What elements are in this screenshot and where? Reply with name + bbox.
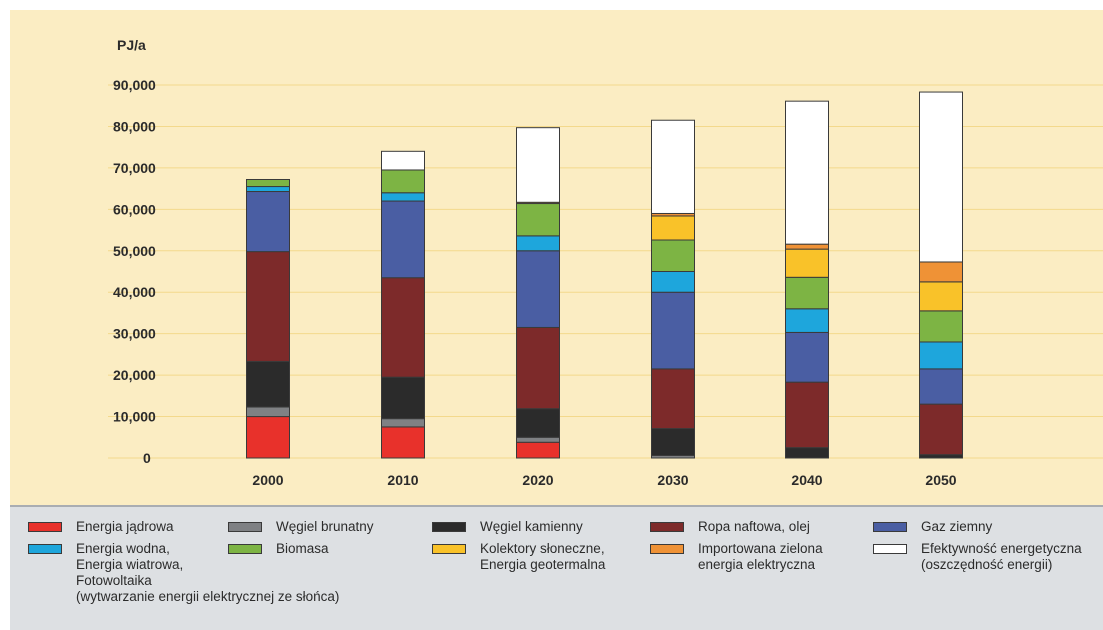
bar-segment [919, 261, 963, 283]
bar-segment [381, 200, 425, 279]
bar-segment [516, 326, 560, 410]
legend-label: Gaz ziemny [921, 519, 993, 534]
x-tick-label: 2010 [387, 472, 418, 488]
legend-swatch [432, 544, 466, 554]
bar-segment [381, 192, 425, 202]
bar-segment [651, 428, 695, 457]
legend-item: Energia wodna, Energia wiatrowa, Fotowol… [28, 541, 339, 605]
legend-label: Biomasa [276, 541, 329, 556]
bar-segment [919, 341, 963, 370]
bar-segment [785, 243, 829, 250]
legend-item: Biomasa [228, 541, 329, 557]
bar-segment [246, 191, 290, 253]
bar-segment [785, 276, 829, 310]
bar-segment [516, 408, 560, 438]
legend-swatch [650, 544, 684, 554]
bar-segment [785, 447, 829, 459]
bar-segment [919, 281, 963, 312]
legend-item: Energia jądrowa [28, 519, 174, 535]
bar-segment [919, 310, 963, 343]
bar-segment [516, 203, 560, 237]
legend-swatch [873, 522, 907, 532]
legend: Energia jądrowa Węgiel brunatny Węgiel kam… [10, 505, 1103, 630]
legend-label: Węgiel brunatny [276, 519, 374, 534]
legend-swatch [28, 544, 62, 554]
x-tick-label: 2030 [657, 472, 688, 488]
legend-swatch [432, 522, 466, 532]
bar-segment [246, 406, 290, 418]
legend-item: Ropa naftowa, olej [650, 519, 810, 535]
bar-segment [381, 376, 425, 420]
legend-swatch [28, 522, 62, 532]
y-axis-unit-label: PJ/a [117, 37, 146, 53]
chart-area: PJ/a 90,000 80,000 70,000 60,000 50,000 40,000… [10, 10, 1103, 505]
bar-segment [651, 368, 695, 430]
bar-segment [785, 248, 829, 278]
y-tick-label: 50,000 [113, 243, 156, 259]
bar-segment [246, 416, 290, 459]
bar-segment [785, 381, 829, 449]
bar-segment [651, 291, 695, 370]
bar-segment [381, 150, 425, 171]
bar-segment [516, 127, 560, 203]
bar-segment [651, 119, 695, 214]
bar-segment [516, 235, 560, 252]
bar-segment [516, 436, 560, 443]
y-tick-label: 40,000 [113, 284, 156, 300]
legend-label: Kolektory słoneczne, Energia geotermalna [480, 541, 606, 572]
bar-segment [516, 441, 560, 459]
bar-segment [246, 251, 290, 362]
legend-label: Energia jądrowa [76, 519, 174, 534]
legend-item: Kolektory słoneczne, Energia geotermalna [432, 541, 605, 573]
bar-segment [785, 308, 829, 333]
legend-swatch [650, 522, 684, 532]
bar-segment [651, 271, 695, 293]
bar-segment [919, 368, 963, 405]
bar-segment [381, 418, 425, 428]
legend-label: Ropa naftowa, olej [698, 519, 810, 534]
bar-segment [785, 100, 829, 245]
y-tick-label: 0 [143, 450, 151, 466]
bar-segment [516, 250, 560, 328]
legend-item: Efektywność energetyczna (oszczędność en… [873, 541, 1082, 573]
legend-swatch [873, 544, 907, 554]
legend-swatch [228, 522, 262, 532]
x-tick-label: 2050 [925, 472, 956, 488]
bar-segment [246, 360, 290, 408]
bar-segment [919, 403, 963, 456]
bar-segment [246, 186, 290, 193]
legend-label: Importowana zielona energia elektryczna [698, 541, 823, 572]
y-tick-label: 70,000 [113, 160, 156, 176]
legend-item: Węgiel kamienny [432, 519, 583, 535]
bar-segment [785, 331, 829, 383]
x-tick-label: 2000 [252, 472, 283, 488]
y-tick-label: 60,000 [113, 201, 156, 217]
bar-segment [381, 426, 425, 459]
legend-swatch [228, 544, 262, 554]
bar-segment [246, 178, 290, 188]
x-tick-label: 2020 [522, 472, 553, 488]
bar-segment [651, 239, 695, 273]
bar-segment [381, 277, 425, 378]
legend-label: Węgiel kamienny [480, 519, 583, 534]
legend-label: Energia wodna, Energia wiatrowa, Fotowol… [76, 541, 340, 604]
y-tick-label: 10,000 [113, 409, 156, 425]
y-tick-label: 30,000 [113, 326, 156, 342]
legend-label: Efektywność energetyczna (oszczędność en… [921, 541, 1082, 572]
bar-segment [651, 215, 695, 241]
stacked-bar-chart: PJ/a 90,000 80,000 70,000 60,000 50,000 40,000… [108, 37, 1103, 488]
legend-item: Węgiel brunatny [228, 519, 374, 535]
legend-item: Importowana zielona energia elektryczna [650, 541, 823, 573]
bar-segment [919, 91, 963, 263]
y-tick-label: 20,000 [113, 367, 156, 383]
y-tick-label: 90,000 [113, 77, 156, 93]
x-tick-label: 2040 [791, 472, 822, 488]
legend-item: Gaz ziemny [873, 519, 992, 535]
bar-segment [381, 169, 425, 194]
y-tick-label: 80,000 [113, 118, 156, 134]
